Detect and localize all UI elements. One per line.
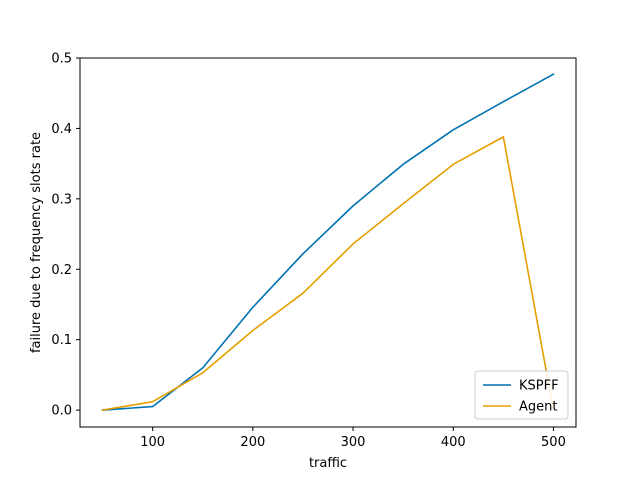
- y-tick-label: 0.5: [51, 52, 72, 67]
- axes: [79, 57, 577, 428]
- y-axis-label: failure due to frequency slots rate: [29, 132, 44, 353]
- x-tick-label: 500: [541, 435, 566, 450]
- x-tick-label: 400: [441, 435, 466, 450]
- x-axis-ticks: 100 200 300 400 500: [140, 427, 566, 450]
- y-tick-label: 0.3: [51, 192, 72, 207]
- x-tick-label: 100: [140, 435, 165, 450]
- y-tick-label: 0.2: [51, 263, 72, 278]
- plot-area: [80, 58, 576, 427]
- y-tick-label: 0.4: [51, 122, 72, 137]
- plot-background: [80, 58, 576, 427]
- x-tick-label: 200: [240, 435, 265, 450]
- legend-label-kspff: KSPFF: [519, 379, 559, 394]
- legend-box: [474, 370, 569, 420]
- series-lines: [101, 73, 555, 412]
- series-line-agent: [101, 136, 555, 412]
- y-tick-label: 0.1: [51, 333, 72, 348]
- legend-label-agent: Agent: [519, 400, 557, 415]
- x-tick-label: 300: [341, 435, 366, 450]
- y-axis-ticks: 0.0 0.1 0.2 0.3 0.4 0.5: [51, 52, 80, 419]
- x-axis-label: traffic: [309, 456, 347, 471]
- axes-frame: [79, 57, 577, 428]
- y-tick-label: 0.0: [51, 404, 72, 419]
- legend: KSPFF Agent: [474, 370, 569, 420]
